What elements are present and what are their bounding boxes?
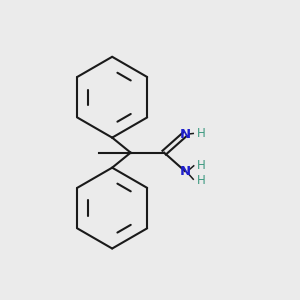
Text: H: H	[197, 127, 206, 140]
Text: H: H	[197, 174, 206, 187]
Text: H: H	[197, 159, 206, 172]
Text: N: N	[179, 165, 191, 178]
Text: N: N	[179, 128, 191, 141]
